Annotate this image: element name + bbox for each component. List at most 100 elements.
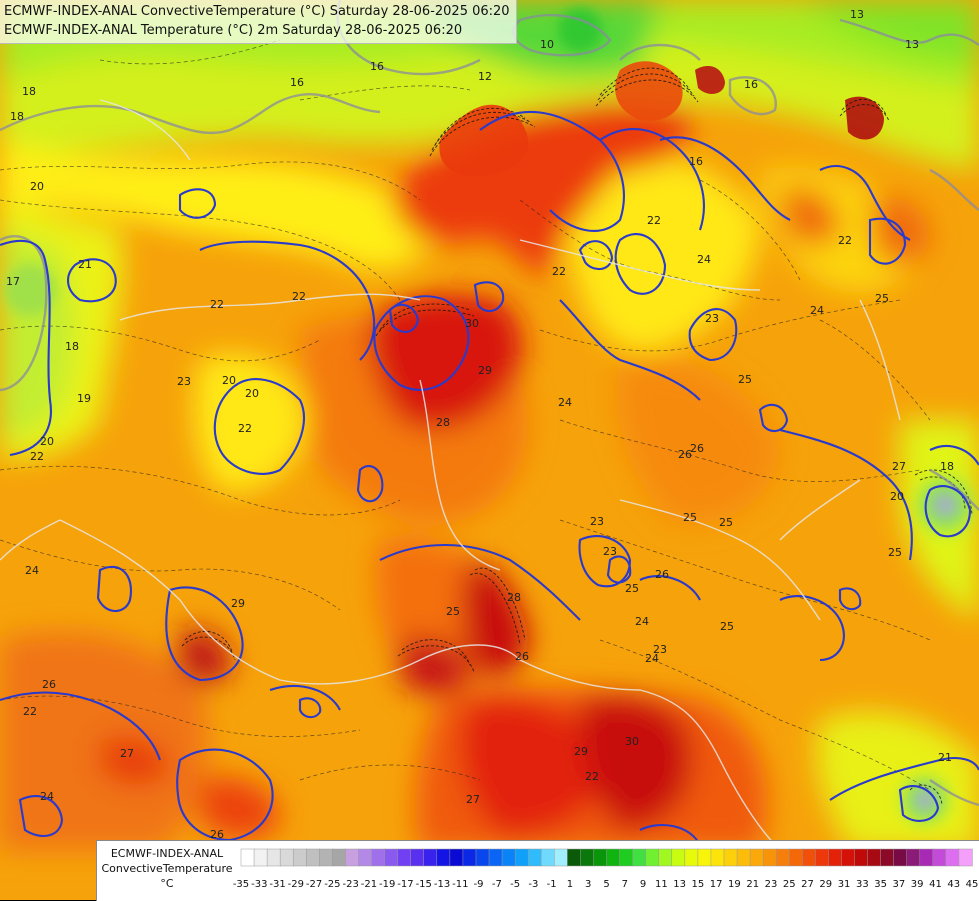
contour-label: 24 bbox=[645, 652, 659, 665]
contour-label: 20 bbox=[890, 490, 904, 503]
legend-swatch bbox=[240, 848, 255, 867]
contour-label: 24 bbox=[40, 790, 54, 803]
contour-label: 26 bbox=[690, 442, 704, 455]
legend-title-unit: °C bbox=[160, 877, 174, 890]
contour-label: 23 bbox=[177, 375, 191, 388]
legend-tick-label: -5 bbox=[510, 879, 520, 890]
contour-label: 22 bbox=[292, 290, 306, 303]
contour-label: 18 bbox=[10, 110, 24, 123]
contour-label: 27 bbox=[466, 793, 480, 806]
legend-tick-label: -9 bbox=[474, 879, 484, 890]
legend-swatch bbox=[906, 848, 921, 867]
contour-label: 20 bbox=[222, 374, 236, 387]
contour-label: 23 bbox=[603, 545, 617, 558]
contour-label: 23 bbox=[653, 643, 667, 656]
legend-swatch bbox=[710, 848, 725, 867]
legend-swatch bbox=[449, 848, 464, 867]
map-header: ECMWF-INDEX-ANAL ConvectiveTemperature (… bbox=[0, 0, 517, 44]
legend-swatch bbox=[475, 848, 490, 867]
legend-title: ECMWF-INDEX-ANAL ConvectiveTemperature °… bbox=[97, 846, 237, 891]
legend-swatch bbox=[815, 848, 830, 867]
contour-label: 24 bbox=[558, 396, 572, 409]
legend-tick-label: -1 bbox=[547, 879, 557, 890]
legend-tick-label: -29 bbox=[288, 879, 304, 890]
contour-label: 26 bbox=[655, 568, 669, 581]
contour-label: 20 bbox=[245, 387, 259, 400]
contour-label: 18 bbox=[22, 85, 36, 98]
header-line-temperature: ECMWF-INDEX-ANAL Temperature (°C) 2m Sat… bbox=[4, 23, 463, 38]
legend-tick-label: -19 bbox=[379, 879, 395, 890]
contour-label: 16 bbox=[290, 76, 304, 89]
contour-label: 25 bbox=[683, 511, 697, 524]
legend-tick-label: -31 bbox=[269, 879, 285, 890]
legend-swatch bbox=[762, 848, 777, 867]
legend-tick-label: 15 bbox=[692, 879, 705, 890]
contour-label: 16 bbox=[370, 60, 384, 73]
legend-tick-label: -11 bbox=[452, 879, 468, 890]
legend-tick-label: -21 bbox=[361, 879, 377, 890]
legend-tick-label: 45 bbox=[966, 879, 979, 890]
contour-label: 18 bbox=[65, 340, 79, 353]
legend-title-variable: ConvectiveTemperature bbox=[101, 862, 233, 875]
legend-swatch bbox=[658, 848, 673, 867]
contour-labels: 18 18 16 16 13 13 10 12 16 16 20 21 22 22 20 17 18 19 20 22… bbox=[6, 8, 954, 841]
legend-tick-label: 33 bbox=[856, 879, 869, 890]
legend-swatch bbox=[632, 848, 647, 867]
legend-swatch bbox=[540, 848, 555, 867]
legend-swatch bbox=[345, 848, 360, 867]
contour-label: 13 bbox=[850, 8, 864, 21]
legend-swatch bbox=[279, 848, 294, 867]
legend-swatch bbox=[893, 848, 908, 867]
legend-swatch bbox=[684, 848, 699, 867]
contour-label: 24 bbox=[635, 615, 649, 628]
legend-swatch bbox=[867, 848, 882, 867]
legend-swatch bbox=[736, 848, 751, 867]
contour-label: 22 bbox=[552, 265, 566, 278]
legend-tick-label: 13 bbox=[673, 879, 686, 890]
legend-swatch bbox=[828, 848, 843, 867]
legend-swatch bbox=[384, 848, 399, 867]
contour-label: 22 bbox=[585, 770, 599, 783]
legend-swatch bbox=[527, 848, 542, 867]
contour-label: 22 bbox=[30, 450, 44, 463]
legend-swatch bbox=[436, 848, 451, 867]
contour-label: 26 bbox=[210, 828, 224, 841]
legend-tick-label: -23 bbox=[342, 879, 358, 890]
legend-tick-label: 25 bbox=[783, 879, 796, 890]
legend-tick-label: 9 bbox=[640, 879, 646, 890]
legend-swatch bbox=[397, 848, 412, 867]
legend-swatch bbox=[292, 848, 307, 867]
legend-tick-label: 29 bbox=[819, 879, 832, 890]
legend-tick-label: -25 bbox=[324, 879, 340, 890]
legend-tick-label: -15 bbox=[416, 879, 432, 890]
contour-label: 22 bbox=[647, 214, 661, 227]
legend-swatch bbox=[619, 848, 634, 867]
contour-label: 28 bbox=[507, 591, 521, 604]
legend-swatch bbox=[319, 848, 334, 867]
contour-label: 26 bbox=[515, 650, 529, 663]
legend-swatch bbox=[580, 848, 595, 867]
legend-swatch bbox=[775, 848, 790, 867]
contour-label: 16 bbox=[689, 155, 703, 168]
contour-label: 16 bbox=[744, 78, 758, 91]
contour-label: 29 bbox=[478, 364, 492, 377]
contour-label: 26 bbox=[42, 678, 56, 691]
legend-swatch bbox=[410, 848, 425, 867]
isotherm-contours bbox=[0, 39, 931, 791]
legend-tick-label: 3 bbox=[585, 879, 591, 890]
legend-swatch bbox=[306, 848, 320, 867]
legend-swatch bbox=[880, 848, 895, 867]
legend-tick-label: 1 bbox=[567, 879, 573, 890]
contour-label: 22 bbox=[210, 298, 224, 311]
legend-tick-label: -27 bbox=[306, 879, 322, 890]
legend-swatch bbox=[958, 848, 973, 867]
legend-swatch bbox=[945, 848, 960, 867]
color-legend: -35 -33 -31 -29 -27 -25 -23 -21 -19 -17 -15 -13 -11-… bbox=[96, 840, 979, 901]
contour-label: 24 bbox=[697, 253, 711, 266]
contour-label: 17 bbox=[6, 275, 20, 288]
legend-tick-label: 21 bbox=[746, 879, 759, 890]
legend-tick-label: 31 bbox=[838, 879, 851, 890]
legend-swatch bbox=[488, 848, 503, 867]
